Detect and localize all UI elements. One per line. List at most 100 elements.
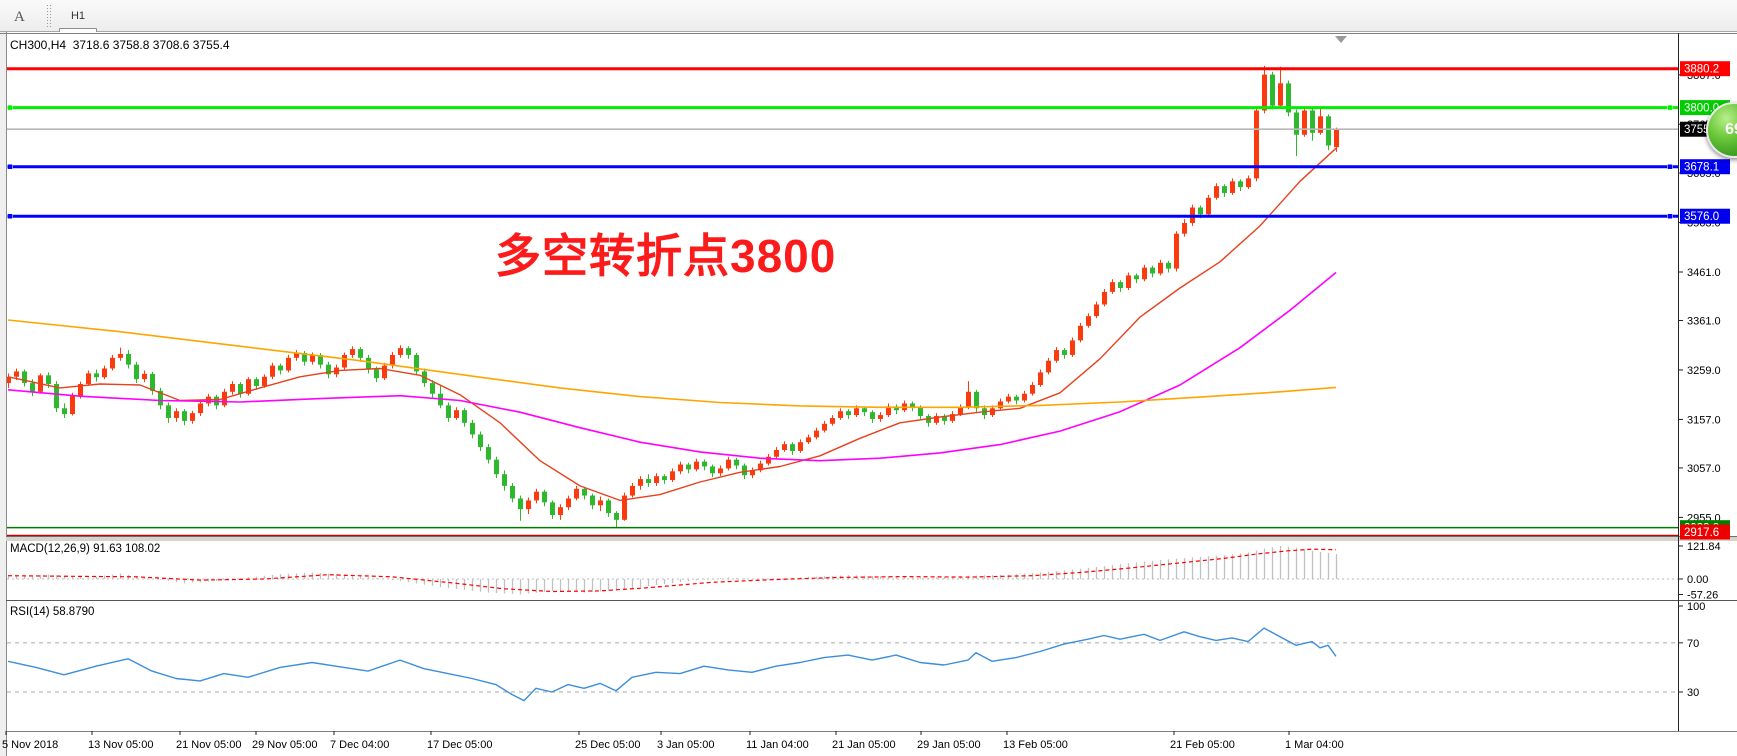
candle-body	[86, 373, 91, 385]
pivot-3800-handle[interactable]	[1667, 104, 1673, 111]
candle-body	[1134, 275, 1139, 280]
text-tool-icon: A	[14, 9, 25, 25]
candle-body	[814, 430, 819, 438]
candle-body	[7, 376, 11, 384]
rsi-tick-label: 70	[1687, 638, 1699, 650]
candle-body	[478, 434, 483, 448]
candle-body	[1150, 267, 1155, 274]
candle-body	[190, 413, 195, 421]
candle-body	[614, 513, 619, 520]
candle-body	[910, 403, 915, 408]
fibonacci-tool-button[interactable]: F	[6, 0, 34, 3]
price-tick-label: 3057.0	[1687, 463, 1721, 475]
candle-body	[966, 391, 971, 408]
candle-body	[390, 354, 395, 366]
symbol-title: CH300,H4 3718.6 3758.8 3708.6 3755.4	[10, 38, 230, 52]
date-tick-label: 29 Jan 05:00	[917, 739, 981, 751]
date-tick-label: 21 Jan 05:00	[832, 739, 896, 751]
candle-body	[246, 379, 251, 394]
price-tick-label: 3259.0	[1687, 365, 1721, 377]
candle-body	[638, 479, 643, 486]
candle-body	[366, 357, 371, 370]
pivot-3800-handle[interactable]	[7, 104, 13, 111]
candle-body	[406, 348, 411, 355]
candle-body	[142, 373, 147, 380]
candle-body	[1254, 110, 1259, 179]
support-3576-price-label: 3576.0	[1684, 211, 1719, 223]
window-left-edge	[0, 32, 6, 756]
chart-shift-marker-icon[interactable]	[1335, 36, 1347, 43]
support-3678-handle[interactable]	[7, 163, 13, 170]
svg-text:A: A	[14, 9, 25, 25]
text-tool-button[interactable]: A	[6, 3, 34, 29]
date-tick-label: 7 Dec 04:00	[330, 739, 389, 751]
date-tick-label: 21 Feb 05:00	[1170, 739, 1235, 751]
support-3576-handle[interactable]	[7, 213, 13, 219]
date-tick-label: 1 Mar 04:00	[1285, 739, 1344, 751]
panel-resize-grip[interactable]	[6, 536, 1737, 541]
candle-body	[102, 368, 107, 378]
candle-body	[1182, 223, 1187, 234]
timeframe-button-h1[interactable]: H1	[70, 9, 86, 22]
candle-body	[270, 365, 275, 377]
candle-body	[238, 384, 243, 394]
candle-body	[806, 437, 811, 443]
candle-body	[54, 384, 59, 409]
candle-body	[342, 354, 347, 368]
support-3576-handle[interactable]	[1667, 213, 1673, 219]
candle-body	[1006, 396, 1011, 402]
date-tick-label: 21 Nov 05:00	[176, 739, 241, 751]
candle-body	[1158, 262, 1163, 274]
candle-body	[30, 383, 35, 392]
support-3678-handle[interactable]	[1667, 163, 1673, 170]
candle-body	[542, 491, 547, 503]
candle-body	[606, 500, 611, 514]
candle-body	[318, 354, 323, 365]
candle-body	[1078, 325, 1083, 341]
candle-body	[798, 442, 803, 451]
candle-body	[174, 411, 179, 418]
candle-body	[374, 369, 379, 379]
candle-body	[774, 449, 779, 457]
candle-body	[622, 495, 627, 520]
candle-body	[678, 464, 683, 472]
date-tick-label: 29 Nov 05:00	[252, 739, 317, 751]
candle-body	[510, 485, 515, 499]
candle-body	[1198, 207, 1203, 215]
price-tick-label: 3361.0	[1687, 315, 1721, 327]
macd-tick-label: -57.26	[1687, 590, 1718, 602]
chart-canvas[interactable]: 3867.63765.83665.03563.03461.03361.03259…	[0, 32, 1737, 756]
price-tick-label: 3157.0	[1687, 414, 1721, 426]
candle-body	[830, 417, 835, 424]
candle-body	[878, 415, 883, 419]
candle-body	[1310, 110, 1315, 133]
candle-body	[630, 485, 635, 496]
candle-body	[134, 364, 139, 380]
candle-body	[278, 365, 283, 371]
candle-body	[462, 410, 467, 423]
timeframe-button-m30[interactable]: M30	[59, 0, 97, 4]
candle-body	[1118, 282, 1123, 289]
candle-body	[1238, 181, 1243, 188]
candle-body	[1086, 316, 1091, 326]
toolbar-separator	[46, 3, 53, 28]
rsi-line	[7, 627, 1337, 702]
candle-body	[302, 352, 307, 362]
date-tick-label: 11 Jan 04:00	[746, 739, 809, 751]
candle-body	[1102, 291, 1107, 305]
candle-body	[1278, 83, 1283, 106]
line-2917-price-label: 2917.6	[1684, 527, 1719, 539]
candle-body	[158, 390, 163, 406]
rsi-panel	[7, 627, 1337, 702]
candle-body	[534, 491, 539, 501]
chart-annotation-text: 多空转折点3800	[495, 230, 837, 282]
candle-body	[1110, 282, 1115, 292]
date-tick-label: 25 Dec 05:00	[575, 739, 640, 751]
price-tick-label: 3461.0	[1687, 267, 1721, 279]
candle-body	[1214, 186, 1219, 198]
candle-body	[294, 352, 299, 358]
candle-body	[550, 502, 555, 515]
candle-body	[1222, 186, 1227, 193]
candle-body	[1014, 396, 1019, 401]
